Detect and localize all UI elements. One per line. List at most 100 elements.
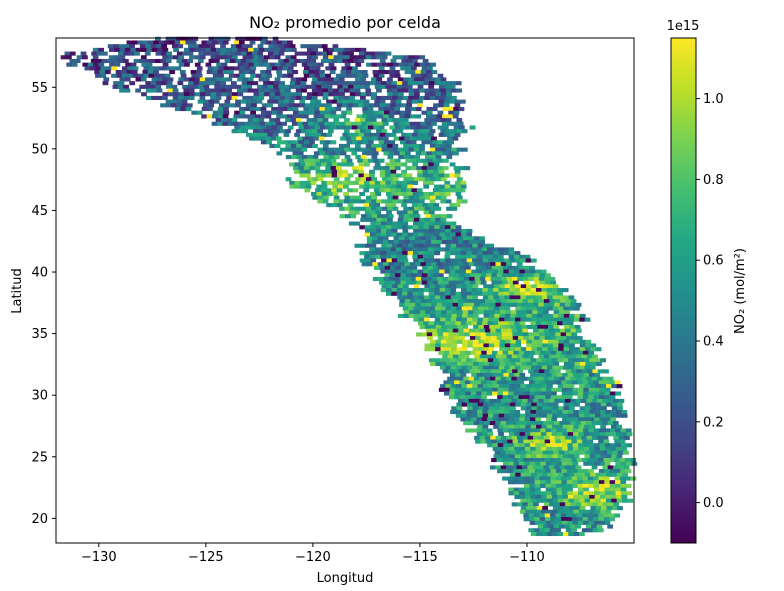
heatmap-cell xyxy=(204,81,210,86)
heatmap-cell xyxy=(397,258,403,263)
heatmap-cell xyxy=(271,66,278,71)
heatmap-cell xyxy=(481,387,488,392)
heatmap-cell xyxy=(615,432,622,437)
heatmap-cell xyxy=(95,73,101,78)
heatmap-cell xyxy=(499,324,506,330)
heatmap-cell xyxy=(499,450,506,455)
heatmap-cell xyxy=(622,498,628,503)
heatmap-cell xyxy=(546,432,553,437)
heatmap-cell xyxy=(104,70,111,75)
heatmap-cell xyxy=(395,265,402,270)
heatmap-cell xyxy=(474,398,480,403)
heatmap-cell xyxy=(579,498,585,503)
heatmap-cell xyxy=(459,280,466,285)
heatmap-cell xyxy=(545,520,552,525)
heatmap-cell xyxy=(367,262,373,267)
heatmap-cell xyxy=(184,62,190,67)
heatmap-cell xyxy=(543,328,550,333)
heatmap-cell xyxy=(443,380,450,385)
heatmap-cell xyxy=(344,199,350,204)
heatmap-cell xyxy=(577,487,584,492)
heatmap-cell xyxy=(379,132,386,137)
heatmap-cell xyxy=(475,380,482,385)
heatmap-cell xyxy=(385,184,392,189)
heatmap-cell xyxy=(436,328,443,333)
heatmap-cell xyxy=(527,421,534,426)
heatmap-cell xyxy=(392,55,399,60)
heatmap-cell xyxy=(383,262,389,267)
heatmap-cell xyxy=(118,81,125,86)
heatmap-cell xyxy=(442,106,449,112)
heatmap-cell xyxy=(527,376,534,381)
heatmap-cell xyxy=(269,47,276,52)
heatmap-cell xyxy=(576,513,583,518)
heatmap-cell xyxy=(460,269,467,274)
heatmap-cell xyxy=(398,62,404,67)
heatmap-cell xyxy=(484,302,491,307)
heatmap-cell xyxy=(519,509,526,514)
heatmap-cell xyxy=(488,313,495,318)
heatmap-cell xyxy=(514,494,521,500)
heatmap-cell xyxy=(491,336,498,341)
heatmap-cell xyxy=(258,88,265,93)
heatmap-cell xyxy=(504,284,511,289)
heatmap-cell xyxy=(589,454,596,459)
heatmap-cell xyxy=(366,121,373,126)
heatmap-cell xyxy=(412,232,419,237)
heatmap-cell xyxy=(611,498,618,503)
heatmap-cell xyxy=(306,143,313,149)
heatmap-cell xyxy=(575,465,582,470)
heatmap-cell xyxy=(529,395,536,400)
heatmap-cell xyxy=(320,188,327,193)
heatmap-cell xyxy=(408,62,415,67)
heatmap-cell xyxy=(410,73,417,78)
heatmap-cell xyxy=(423,251,430,256)
heatmap-cell xyxy=(434,184,440,189)
heatmap-cell xyxy=(321,191,328,197)
heatmap-cell xyxy=(178,95,184,100)
heatmap-cell xyxy=(563,343,570,348)
heatmap-cell xyxy=(212,73,219,78)
heatmap-cell xyxy=(237,77,243,82)
heatmap-cell xyxy=(499,343,506,348)
heatmap-cell xyxy=(197,58,204,64)
heatmap-cell xyxy=(220,88,227,93)
heatmap-cell xyxy=(317,177,324,182)
heatmap-cell xyxy=(242,62,249,67)
heatmap-cell xyxy=(414,195,420,200)
heatmap-cell xyxy=(388,240,395,245)
heatmap-cell xyxy=(545,517,551,522)
heatmap-cell xyxy=(594,358,601,363)
heatmap-cell xyxy=(131,70,138,75)
heatmap-cell xyxy=(615,443,622,448)
heatmap-cell xyxy=(355,155,362,160)
heatmap-cell xyxy=(613,435,620,440)
heatmap-cell xyxy=(418,251,425,256)
heatmap-cell xyxy=(489,310,496,315)
heatmap-cell xyxy=(438,247,445,252)
heatmap-cell xyxy=(419,62,426,67)
heatmap-cell xyxy=(274,47,281,52)
x-tick-label: −120 xyxy=(295,550,331,565)
heatmap-cell xyxy=(385,254,392,259)
heatmap-cell xyxy=(568,358,574,363)
heatmap-cell xyxy=(342,180,349,185)
heatmap-cell xyxy=(198,81,205,86)
heatmap-cell xyxy=(501,276,508,282)
heatmap-cell xyxy=(397,217,404,222)
heatmap-cell xyxy=(519,254,526,259)
heatmap-cell xyxy=(526,450,533,455)
heatmap-cell xyxy=(626,443,632,448)
heatmap-cell xyxy=(471,288,478,293)
heatmap-cell xyxy=(326,169,333,174)
heatmap-cell xyxy=(495,354,502,359)
heatmap-cell xyxy=(611,472,618,477)
heatmap-cell xyxy=(503,269,510,274)
heatmap-cell xyxy=(385,84,392,89)
heatmap-cell xyxy=(537,313,543,318)
heatmap-cell xyxy=(394,125,401,130)
heatmap-cell xyxy=(218,73,224,78)
heatmap-cell xyxy=(484,376,491,381)
heatmap-cell xyxy=(540,373,547,378)
heatmap-cell xyxy=(345,70,352,75)
